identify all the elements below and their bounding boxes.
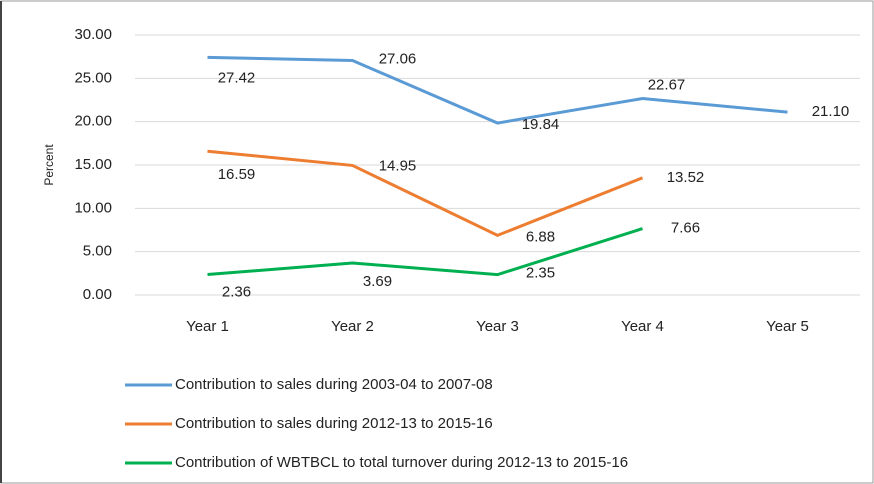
y-tick-label: 20.00 — [74, 113, 112, 130]
data-label: 21.10 — [812, 103, 850, 120]
series-line — [207, 55, 788, 125]
legend-label: Contribution to sales during 2012-13 to … — [175, 415, 493, 432]
x-tick-label: Year 1 — [186, 318, 229, 335]
data-label: 19.84 — [522, 116, 560, 133]
data-label: 3.69 — [363, 273, 392, 290]
y-tick-label: 0.00 — [83, 286, 112, 303]
data-label: 2.36 — [222, 284, 251, 301]
x-tick-label: Year 3 — [476, 318, 519, 335]
data-label: 7.66 — [671, 220, 700, 237]
x-tick-label: Year 4 — [621, 318, 664, 335]
data-label: 22.67 — [648, 76, 686, 93]
data-label: 16.59 — [218, 166, 256, 183]
legend-label: Contribution of WBTBCL to total turnover… — [175, 454, 628, 471]
y-tick-label: 5.00 — [83, 243, 112, 260]
y-tick-label: 15.00 — [74, 156, 112, 173]
y-tick-label: 25.00 — [74, 69, 112, 86]
y-axis-title: Percent — [42, 144, 56, 186]
data-label: 27.06 — [379, 50, 417, 67]
x-tick-label: Year 5 — [766, 318, 809, 335]
legend-label: Contribution to sales during 2003-04 to … — [175, 376, 493, 393]
data-label: 2.35 — [526, 265, 555, 282]
x-tick-label: Year 2 — [331, 318, 374, 335]
data-label: 27.42 — [218, 69, 256, 86]
series-line — [207, 149, 644, 238]
data-label: 13.52 — [667, 169, 705, 186]
data-label: 14.95 — [379, 157, 417, 174]
data-label: 6.88 — [526, 228, 555, 245]
y-tick-label: 30.00 — [74, 26, 112, 43]
y-tick-label: 10.00 — [74, 199, 112, 216]
series-line — [207, 227, 643, 277]
